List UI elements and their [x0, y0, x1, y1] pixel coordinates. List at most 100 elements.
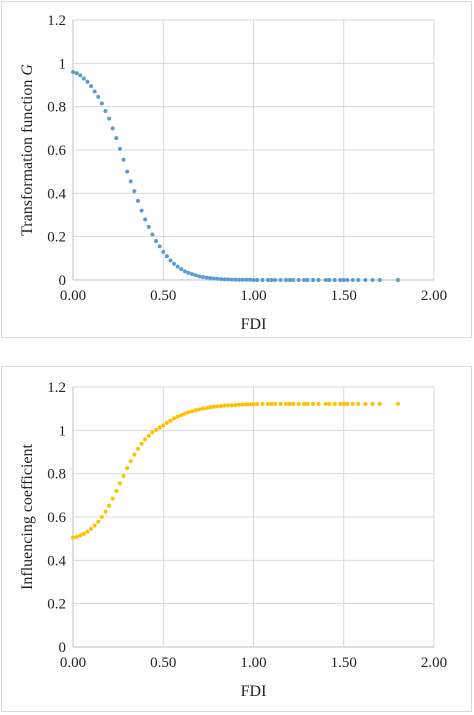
data-point — [204, 406, 209, 411]
data-point — [291, 278, 296, 282]
data-point — [107, 503, 112, 508]
data-point — [89, 84, 94, 89]
x-tick-label: 1.50 — [331, 288, 357, 304]
chart-panel-influencing: 0 0.2 0.4 0.6 0.8 1 1.2 0.00 0.50 1.00 1.50 2.00 FDI… — [1, 366, 472, 712]
data-point — [240, 277, 245, 282]
data-point — [260, 278, 265, 282]
data-point — [125, 169, 130, 174]
data-point — [168, 258, 173, 263]
data-point — [215, 404, 220, 409]
data-point — [197, 407, 202, 412]
x-tick-label: 0.50 — [150, 288, 176, 304]
data-point — [193, 273, 198, 278]
data-point — [287, 278, 292, 282]
data-point — [363, 401, 368, 406]
data-point — [103, 109, 108, 113]
data-point — [229, 277, 234, 282]
data-point — [182, 411, 187, 416]
data-point — [323, 278, 328, 282]
data-point — [182, 269, 187, 274]
x-axis-label: FDI — [241, 316, 267, 333]
data-point — [226, 403, 231, 408]
data-point — [157, 425, 162, 430]
data-point — [85, 79, 90, 84]
y-tick-label: 0.6 — [47, 143, 66, 159]
data-point — [125, 466, 130, 471]
data-point — [89, 526, 94, 531]
y-tick-label: 0.2 — [47, 230, 66, 246]
data-point — [172, 261, 177, 266]
data-point — [305, 278, 310, 282]
data-point — [219, 404, 224, 409]
data-point — [71, 70, 75, 74]
data-point — [341, 278, 346, 282]
data-point — [269, 278, 274, 282]
data-point — [197, 274, 202, 279]
data-point — [211, 404, 216, 409]
data-point — [240, 402, 245, 407]
data-point — [150, 232, 155, 237]
data-point — [356, 401, 361, 406]
data-point — [302, 401, 307, 406]
y-tick-label: 0.8 — [47, 100, 66, 116]
data-point — [74, 534, 79, 539]
data-point — [244, 402, 249, 407]
data-point — [338, 278, 343, 282]
y-tick-label: 0 — [59, 273, 67, 289]
data-point — [208, 405, 213, 410]
data-point — [164, 420, 169, 425]
data-point — [143, 217, 148, 222]
data-point — [311, 401, 316, 406]
data-point — [338, 401, 343, 406]
data-point — [114, 489, 119, 493]
data-point — [96, 519, 101, 524]
data-point — [200, 406, 205, 411]
data-point — [208, 276, 213, 281]
data-point — [186, 410, 191, 415]
data-point — [193, 408, 198, 413]
data-point — [99, 515, 104, 519]
data-point — [273, 278, 278, 282]
transformation-chart: 0 0.2 0.4 0.6 0.8 1 1.2 0.00 0.50 1.00 1.50 2.00 FDI… — [19, 13, 447, 333]
x-tick-label: 2.00 — [421, 288, 447, 304]
data-point — [117, 481, 122, 486]
data-point — [154, 239, 159, 243]
data-point — [291, 401, 296, 406]
data-point — [229, 403, 234, 408]
y-tick-label: 1.2 — [47, 380, 66, 396]
data-point — [278, 401, 283, 406]
data-point — [345, 278, 350, 282]
data-point — [247, 277, 252, 282]
data-point — [305, 401, 310, 406]
data-point — [186, 270, 191, 275]
data-point — [146, 433, 151, 438]
data-point — [222, 403, 227, 408]
data-point — [233, 277, 238, 282]
data-point — [135, 446, 140, 451]
data-point — [265, 278, 270, 282]
data-point — [190, 409, 195, 414]
data-point — [327, 278, 332, 282]
data-point — [273, 401, 278, 406]
y-tick-label: 0.8 — [47, 467, 66, 483]
y-tick-label: 0.4 — [47, 186, 66, 202]
data-point — [316, 278, 321, 282]
data-point — [204, 275, 209, 280]
data-point — [200, 274, 205, 279]
y-tick-label: 1 — [59, 56, 67, 72]
y-tick-label: 0.2 — [47, 597, 66, 613]
data-point — [139, 441, 144, 446]
data-point — [296, 278, 301, 282]
data-point — [107, 116, 112, 121]
data-point — [219, 277, 224, 282]
data-point — [179, 413, 184, 418]
data-point — [114, 136, 119, 141]
data-point — [237, 277, 242, 282]
data-point — [168, 418, 173, 423]
data-point — [226, 277, 231, 282]
x-tick-label: 1.00 — [240, 288, 266, 304]
data-point — [370, 278, 375, 282]
data-point — [296, 401, 301, 406]
x-axis-label: FDI — [241, 683, 267, 700]
data-point — [211, 276, 216, 281]
